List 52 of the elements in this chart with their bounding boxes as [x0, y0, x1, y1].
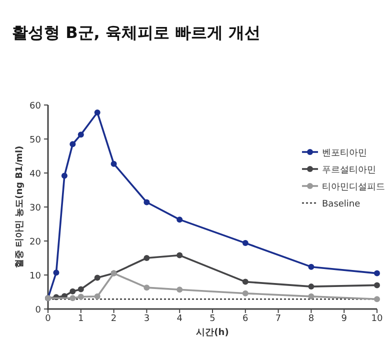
point	[242, 240, 248, 246]
point	[70, 295, 76, 302]
y-axis-title: 혈중 티아민 농도(ng B1/ml)	[15, 146, 25, 268]
y-tick-label: 30	[30, 204, 42, 214]
point	[374, 296, 380, 302]
x-tick-label: 3	[144, 314, 150, 324]
x-tick-label: 4	[176, 314, 183, 324]
point	[176, 286, 183, 293]
point	[78, 286, 84, 292]
point	[144, 199, 150, 206]
point	[70, 141, 76, 148]
legend-label: 벤포티아민	[322, 148, 367, 158]
point	[242, 290, 248, 296]
x-tick-label: 2	[110, 314, 117, 324]
point	[94, 109, 100, 116]
point	[308, 264, 314, 270]
point	[144, 255, 150, 261]
point	[374, 270, 380, 276]
chart-title: 활성형 B군, 육체피로 빠르게 개선	[12, 23, 261, 42]
x-tick-label: 6	[242, 314, 249, 324]
legend-label: 푸르설티아민	[322, 166, 376, 176]
point	[70, 288, 76, 294]
y-tick-label: 60	[30, 102, 42, 112]
point	[308, 284, 314, 290]
x-tick-label: 9	[341, 314, 348, 324]
point	[61, 172, 68, 179]
point	[374, 282, 380, 288]
point	[78, 132, 84, 138]
point	[78, 294, 84, 300]
y-tick-label: 10	[30, 272, 42, 282]
point	[308, 293, 314, 300]
point	[53, 270, 60, 276]
point	[176, 216, 183, 223]
point	[144, 284, 150, 291]
legend-label: 티아민디설피드	[322, 182, 385, 192]
point	[94, 293, 100, 300]
legend-label: Baseline	[322, 200, 361, 210]
y-tick-label: 40	[30, 170, 42, 180]
x-axis-title: 시간(h)	[196, 328, 229, 338]
x-tick-label: 1	[78, 314, 84, 324]
point	[94, 274, 100, 281]
point	[176, 252, 183, 258]
x-tick-label: 8	[308, 314, 314, 324]
y-tick-label: 50	[30, 136, 42, 146]
x-tick-label: 7	[275, 314, 282, 324]
x-tick-label: 10	[371, 314, 383, 324]
x-tick-label: 0	[45, 314, 52, 324]
x-tick-label: 5	[210, 314, 216, 324]
point	[110, 160, 117, 167]
y-tick-label: 20	[30, 238, 42, 248]
point	[242, 278, 248, 285]
y-tick-label: 0	[35, 306, 42, 316]
